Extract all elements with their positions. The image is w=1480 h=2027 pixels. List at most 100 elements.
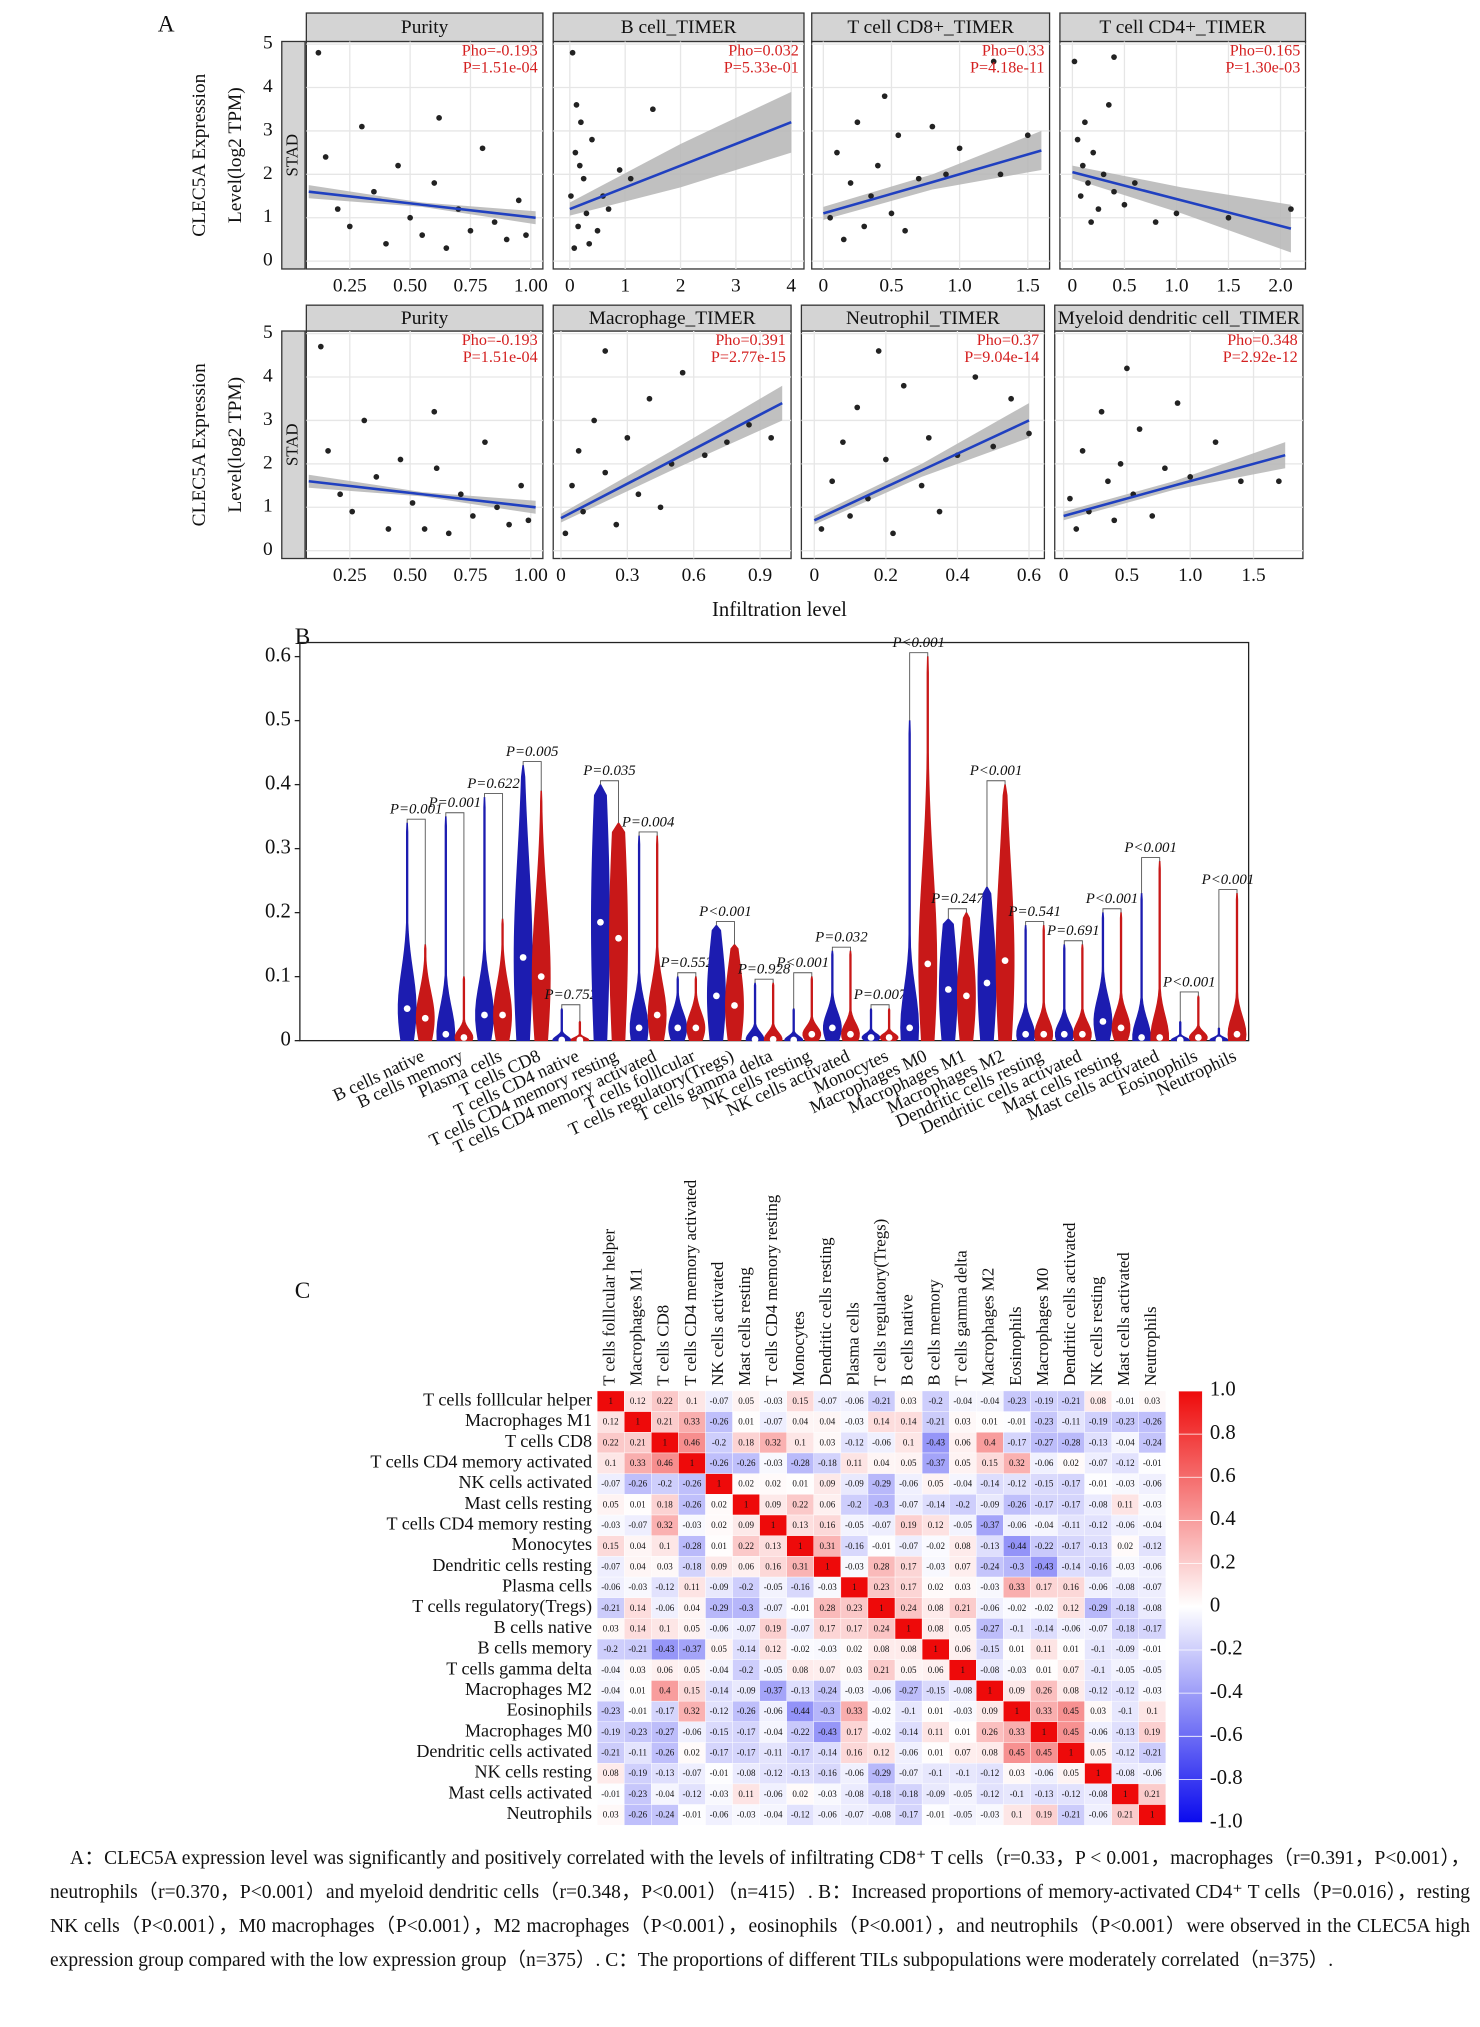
cell-value: 0.03: [901, 1396, 917, 1406]
violin: [784, 1008, 804, 1042]
cell-value: -0.15: [926, 1686, 945, 1696]
significance-bracket: [599, 780, 619, 824]
scatter-point: [431, 180, 438, 186]
cell-value: -0.06: [710, 1623, 729, 1633]
scatter-point: [627, 175, 634, 182]
y-tick-label: 1: [263, 206, 273, 227]
x-tick-label: 0.5: [1115, 565, 1139, 586]
cell-value: -0.09: [926, 1789, 945, 1799]
cell-value: 0.09: [819, 1479, 835, 1489]
scatter-point: [1174, 400, 1181, 406]
cell-value: -0.03: [818, 1789, 837, 1799]
colorbar-tick-label: -0.2: [1210, 1638, 1243, 1660]
cell-value: -0.14: [737, 1644, 756, 1654]
fit-line: [308, 190, 536, 220]
scatter-point: [902, 227, 908, 234]
cell-value: -0.05: [764, 1582, 783, 1592]
cell-value: -0.12: [1143, 1541, 1162, 1551]
median-dot: [1060, 1030, 1068, 1038]
p-value-label: P<0.001: [969, 763, 1023, 779]
median-dot: [653, 1011, 661, 1019]
cell-value: 0.03: [1144, 1396, 1160, 1406]
y-tick-label: 0: [263, 539, 273, 560]
scatter-point: [525, 517, 532, 524]
panel-strip: [1054, 304, 1304, 332]
cell-value: 0.04: [630, 1561, 646, 1571]
cell-value: -0.01: [683, 1810, 702, 1820]
median-dot: [944, 986, 952, 993]
scatter-point: [334, 206, 341, 212]
cell-value: -0.02: [1035, 1603, 1054, 1613]
cell-value: -0.06: [1035, 1768, 1054, 1778]
cell-value: -0.27: [980, 1623, 999, 1633]
scatter-point: [571, 245, 578, 251]
cell-value: 0.33: [1009, 1727, 1025, 1737]
cell-value: 0.03: [603, 1810, 619, 1820]
cell-value: -0.04: [710, 1665, 729, 1675]
scatter-point: [1090, 149, 1097, 156]
row-strip-label: STAD: [282, 134, 301, 177]
cell-value: -0.01: [872, 1541, 891, 1551]
cell-value: 0.08: [901, 1644, 917, 1654]
row-label: T cells regulatory(Tregs): [412, 1596, 592, 1617]
cell-value: -0.43: [926, 1437, 945, 1447]
median-dot: [403, 1005, 411, 1013]
cell-value: -0.06: [1062, 1623, 1081, 1633]
cell-value: -0.06: [845, 1768, 864, 1778]
scatter-point: [443, 245, 450, 251]
cell-value: -0.43: [1035, 1561, 1054, 1571]
scatter-point: [383, 240, 389, 247]
y-axis-label: CLEC5A Expression: [189, 363, 210, 526]
y-tick-label: 2: [263, 452, 273, 473]
violin: [763, 982, 783, 1042]
cell-value: -0.37: [926, 1458, 945, 1468]
violin: [454, 976, 474, 1042]
cell-value: -0.03: [764, 1396, 783, 1406]
cell-value: 0.05: [711, 1644, 727, 1654]
median-dot: [615, 934, 622, 942]
column-label: Plasma cells: [843, 1302, 862, 1386]
significance-bracket: [831, 946, 851, 952]
cell-value: -0.06: [601, 1582, 620, 1592]
violin: [609, 822, 628, 1042]
cell-value: 0.09: [711, 1561, 727, 1571]
cell-value: -0.11: [629, 1748, 647, 1758]
row-label: Dendritic cells resting: [432, 1555, 592, 1575]
cell-value: -0.03: [926, 1561, 945, 1571]
colorbar-tick-label: 0.8: [1210, 1422, 1236, 1444]
cell-value: -0.15: [710, 1727, 729, 1737]
x-tick-label: 1.0: [1178, 565, 1202, 586]
colorbar-tick-label: -0.8: [1210, 1767, 1243, 1789]
cell-value: 0.07: [1063, 1665, 1079, 1675]
stat-annotation: Pho=0.348: [1227, 332, 1298, 349]
cell-value: 0.1: [659, 1541, 670, 1551]
cell-value: 0.1: [1147, 1706, 1158, 1716]
y-tick-label: 0.4: [265, 772, 292, 794]
scatter-point: [349, 508, 356, 515]
cell-value: -0.07: [710, 1396, 729, 1406]
cell-value: -0.3: [820, 1706, 835, 1716]
cell-value: -0.05: [764, 1665, 783, 1675]
cell-value: -0.24: [655, 1810, 674, 1820]
plot-background: [305, 40, 544, 270]
x-tick-label: 0.2: [874, 565, 898, 586]
cell-value: -0.1: [929, 1768, 943, 1778]
x-tick-label: 0: [1059, 565, 1069, 586]
significance-bracket: [561, 1004, 581, 1022]
x-tick-label: 1.0: [1164, 276, 1188, 297]
cell-value: -0.13: [980, 1541, 999, 1551]
panel-label: A: [158, 11, 175, 37]
cell-value: 0.08: [603, 1768, 619, 1778]
cell-value: -0.06: [899, 1748, 918, 1758]
row-label: Neutrophils: [507, 1803, 592, 1823]
cell-value: -0.07: [1089, 1458, 1108, 1468]
x-tick-label: 2.0: [1268, 276, 1292, 297]
cell-value: -0.04: [764, 1727, 783, 1737]
cell-value: 0.02: [765, 1479, 781, 1489]
cell-value: -0.18: [872, 1789, 891, 1799]
cell-value: -0.09: [1116, 1644, 1135, 1654]
fit-line: [308, 479, 536, 509]
cell-value: 0.23: [847, 1603, 863, 1613]
scatter-point: [861, 223, 868, 230]
cell-value: -0.2: [956, 1499, 971, 1509]
